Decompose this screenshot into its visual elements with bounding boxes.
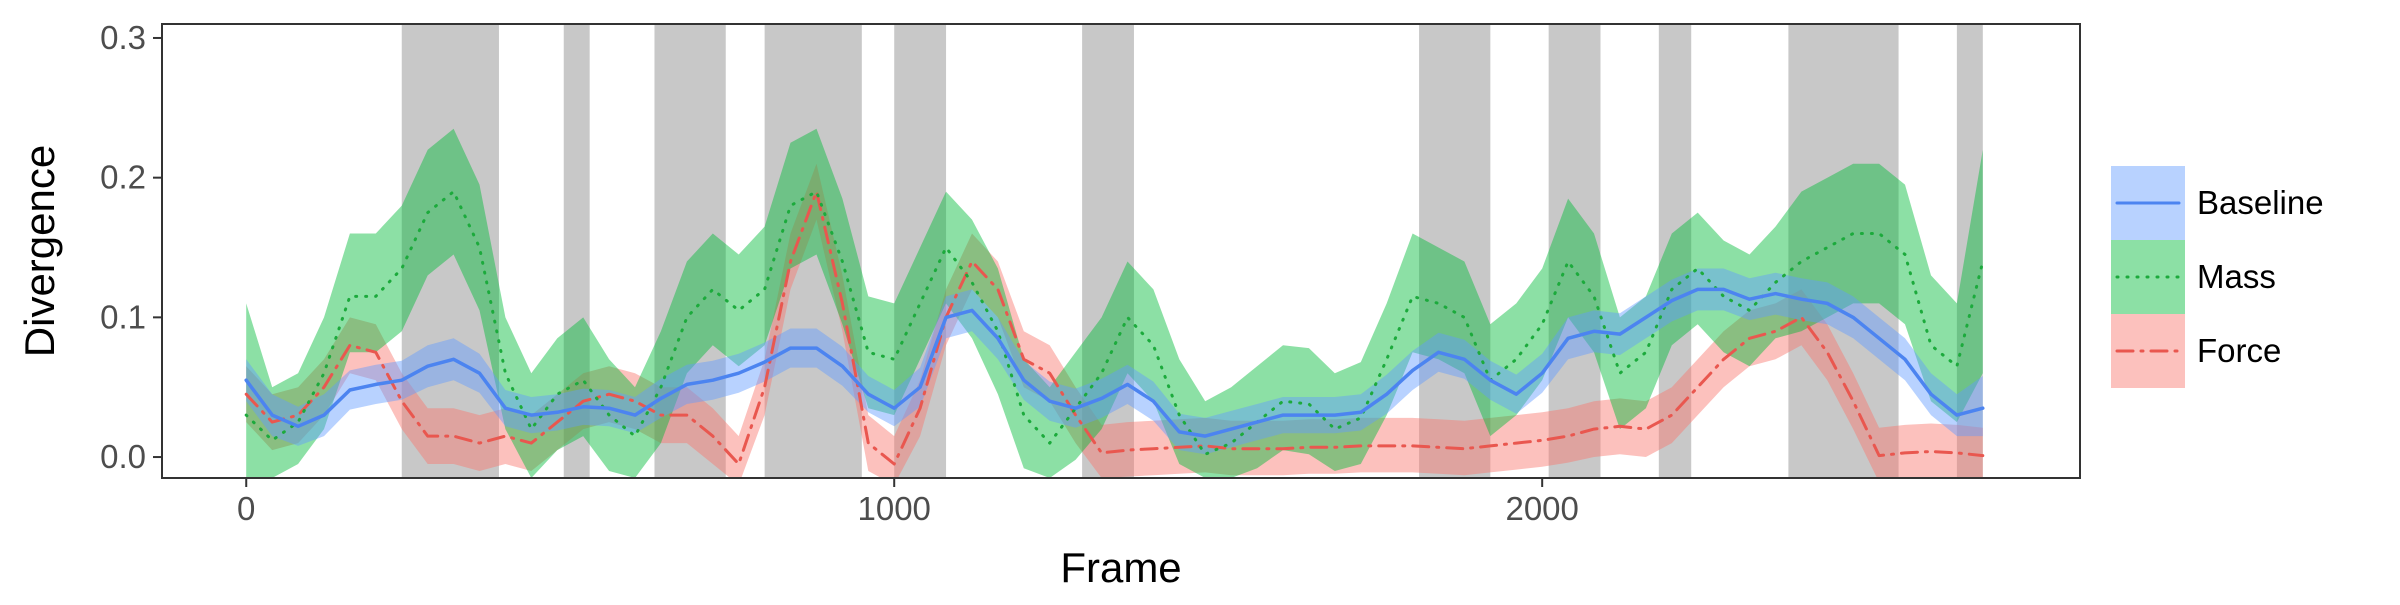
plot-panel-border: [161, 23, 2081, 479]
x-tick-label: 0: [237, 490, 255, 527]
confidence-bands: [246, 128, 1983, 478]
shaded-interval-10: [1788, 24, 1899, 478]
x-tick-label: 1000: [857, 490, 930, 527]
legend-item-mass: Mass: [2111, 240, 2276, 314]
shaded-intervals: [401, 24, 1983, 478]
legend-label: Mass: [2197, 258, 2276, 295]
y-tick-label: 0.2: [100, 159, 146, 196]
line-force: [244, 190, 1985, 466]
band-baseline: [246, 268, 1983, 455]
shaded-interval-3: [654, 24, 726, 478]
series-lines: [244, 190, 1985, 466]
shaded-interval-8: [1548, 24, 1601, 478]
y-axis: 0.0 0.1 0.2 0.3: [100, 19, 162, 475]
shaded-interval-2: [563, 24, 590, 478]
line-mass: [244, 190, 1985, 456]
legend-label: Baseline: [2197, 184, 2324, 221]
legend-item-baseline: Baseline: [2111, 166, 2324, 240]
y-tick-label: 0.0: [100, 438, 146, 475]
shaded-interval-9: [1658, 24, 1692, 478]
legend-label: Force: [2197, 332, 2281, 369]
shaded-interval-11: [1956, 24, 1983, 478]
y-axis-title: Divergence: [16, 145, 63, 357]
line-baseline: [244, 287, 1985, 438]
y-tick-label: 0.3: [100, 19, 146, 56]
shaded-interval-1: [401, 24, 499, 478]
x-axis: 0 1000 2000: [237, 478, 1579, 527]
shaded-interval-4: [764, 24, 862, 478]
x-axis-title: Frame: [1060, 544, 1181, 591]
shaded-interval-7: [1419, 24, 1491, 478]
x-tick-label: 2000: [1505, 490, 1578, 527]
band-force: [246, 163, 1983, 478]
legend: Baseline Mass Force: [2111, 166, 2324, 388]
legend-item-force: Force: [2111, 314, 2281, 388]
y-tick-label: 0.1: [100, 298, 146, 335]
band-mass: [246, 128, 1983, 478]
